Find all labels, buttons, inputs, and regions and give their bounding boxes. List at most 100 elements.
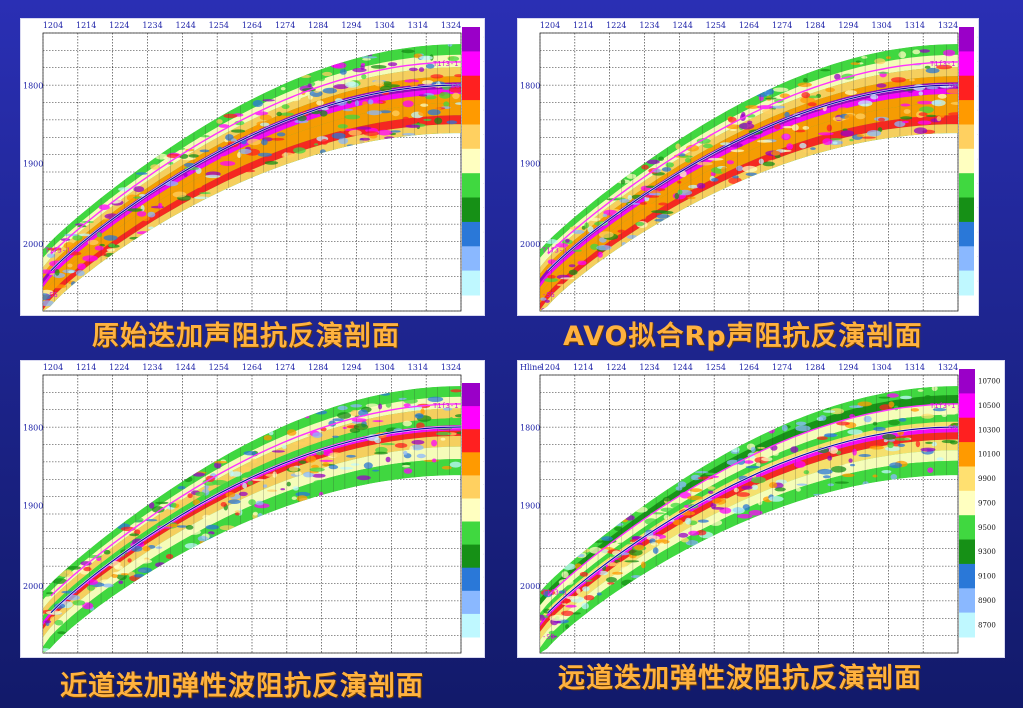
colorbar: [959, 27, 974, 296]
x-tick-label: 1324: [441, 21, 461, 30]
horizon-label-top: T1f3-1: [930, 60, 955, 68]
x-tick-label: 1224: [606, 363, 626, 372]
colorbar-label: 18200: [977, 60, 978, 68]
horizon-t1f3: [547, 61, 959, 255]
horizon-label-left: T1f3-1: [542, 589, 567, 597]
y-tick-label: 2000: [520, 582, 540, 591]
horizon-sg: [50, 84, 462, 272]
colorbar-label: 18600: [977, 36, 978, 44]
colorbar-label: 17000: [483, 437, 484, 445]
x-tick-label: 1224: [109, 21, 129, 30]
colorbar: [462, 27, 480, 296]
x-tick-label: 1234: [142, 363, 162, 372]
x-tick-label: 1264: [242, 363, 262, 372]
colorbar: [959, 369, 975, 638]
x-tick-label: 1314: [408, 21, 428, 30]
colorbar-label: 18000: [483, 391, 484, 399]
colorbar-label: 15800: [977, 206, 978, 214]
x-tick-label: 1214: [573, 21, 593, 30]
horizon-t1f3: [547, 403, 959, 597]
colorbar-label: 16300: [977, 182, 978, 190]
x-tick-label: 1304: [871, 363, 891, 372]
x-tick-label: 1304: [374, 363, 394, 372]
colorbar-label: 17000: [977, 133, 978, 141]
colorbar-label: 8700: [978, 621, 996, 629]
colorbar-label: 9700: [978, 499, 996, 507]
colorbar-label: 16600: [483, 157, 484, 165]
y-tick-label: 1900: [520, 501, 540, 510]
x-tick-label: 1254: [209, 21, 229, 30]
colorbar-label: 14800: [483, 255, 484, 263]
x-tick-label: 1324: [938, 21, 958, 30]
horizon-label-top: T1f3-1: [433, 402, 458, 410]
x-tick-label: 1254: [706, 21, 726, 30]
section-panel-3: T1f3-1 1204 1214 1224 1234 1244 1254 1264 1274 12…: [20, 360, 485, 658]
colorbar-label: 16600: [977, 157, 978, 165]
section-panel-2: T1f3-1 SG T1f3-1 -SG 1204 1214 1224 1234 1244 125…: [517, 18, 979, 316]
x-tick-label: 1294: [838, 363, 858, 372]
colorbar-label: 9500: [978, 524, 996, 532]
colorbar-label: 19000: [483, 36, 484, 44]
colorbar-label: 15400: [483, 231, 484, 239]
section-panel-1: T1f3-1 SG T1f3-1 -SG 1204 1214 1224 1234 1244 125…: [20, 18, 485, 316]
colorbar-label: 14400: [977, 279, 978, 287]
x-tick-label: 1284: [308, 21, 328, 30]
x-tick-label: 1254: [706, 363, 726, 372]
colorbar-label: 15800: [483, 206, 484, 214]
inversion-body: [43, 44, 461, 311]
colorbar-label: 18400: [483, 60, 484, 68]
x-tick-label: 1254: [209, 363, 229, 372]
colorbar: [462, 383, 480, 638]
inversion-body: [540, 44, 958, 311]
x-tick-label: 1244: [175, 363, 195, 372]
y-tick-label: 2000: [23, 582, 43, 591]
inversion-body: [43, 386, 461, 653]
colorbar-label: 9900: [978, 475, 996, 483]
colorbar-label: 14800: [483, 576, 484, 584]
horizon-t1f3: [50, 61, 462, 255]
x-tick-label: 1314: [408, 363, 428, 372]
x-tick-label: 1284: [308, 363, 328, 372]
x-tick-label: 1224: [109, 363, 129, 372]
y-tick-label: 1800: [520, 82, 540, 91]
x-tick-label: 1264: [242, 21, 262, 30]
colorbar-label: 9300: [978, 548, 996, 556]
horizon-label-bottom: -SG: [45, 291, 58, 299]
horizon-sg: [547, 84, 959, 272]
colorbar-label: 15400: [977, 231, 978, 239]
x-tick-label: 1284: [805, 363, 825, 372]
colorbar-label: 15800: [483, 506, 484, 514]
x-tick-label: 1204: [43, 21, 63, 30]
horizon-label-right: SG: [451, 82, 459, 90]
seismic-section-2: T1f3-1 SG T1f3-1 -SG 1204 1214 1224 1234 1244 125…: [520, 21, 978, 312]
horizon-sg: [50, 426, 462, 614]
caption-1: 原始迭加声阻抗反演剖面: [92, 321, 400, 352]
colorbar-label: 17800: [483, 84, 484, 92]
horizon-t1f3: [50, 403, 462, 597]
colorbar-label: 16600: [483, 460, 484, 468]
y-tick-label: 2000: [23, 240, 43, 249]
x-tick-label: 1204: [540, 363, 560, 372]
horizon-label-right: SG: [948, 424, 956, 432]
y-tick-label: 1800: [23, 424, 43, 433]
seismic-section-4: T1f3-1 SG T1f3-1 -SG 1204 1214 1224 1234 1244 125…: [520, 363, 1000, 654]
x-tick-label: 1274: [275, 363, 295, 372]
colorbar-label: 14400: [483, 279, 484, 287]
y-tick-label: 1800: [520, 424, 540, 433]
x-tick-label: 1244: [672, 21, 692, 30]
colorbar-label: 15500: [483, 529, 484, 537]
colorbar-label: 10500: [978, 402, 1000, 410]
x-tick-label: 1234: [142, 21, 162, 30]
colorbar-label: 17500: [483, 414, 484, 422]
x-tick-label: 1244: [672, 363, 692, 372]
y-tick-label: 2000: [520, 240, 540, 249]
x-tick-label: 1214: [76, 363, 96, 372]
colorbar-label: 17200: [483, 109, 484, 117]
x-tick-label: 1274: [772, 363, 792, 372]
horizon-label-bottom: -SG: [542, 291, 555, 299]
colorbar-label: 15300: [483, 553, 484, 561]
seismic-section-1: T1f3-1 SG T1f3-1 -SG 1204 1214 1224 1234 1244 125…: [23, 21, 484, 312]
x-tick-label: 1284: [805, 21, 825, 30]
y-tick-label: 1900: [23, 501, 43, 510]
x-tick-label: 1224: [606, 21, 626, 30]
